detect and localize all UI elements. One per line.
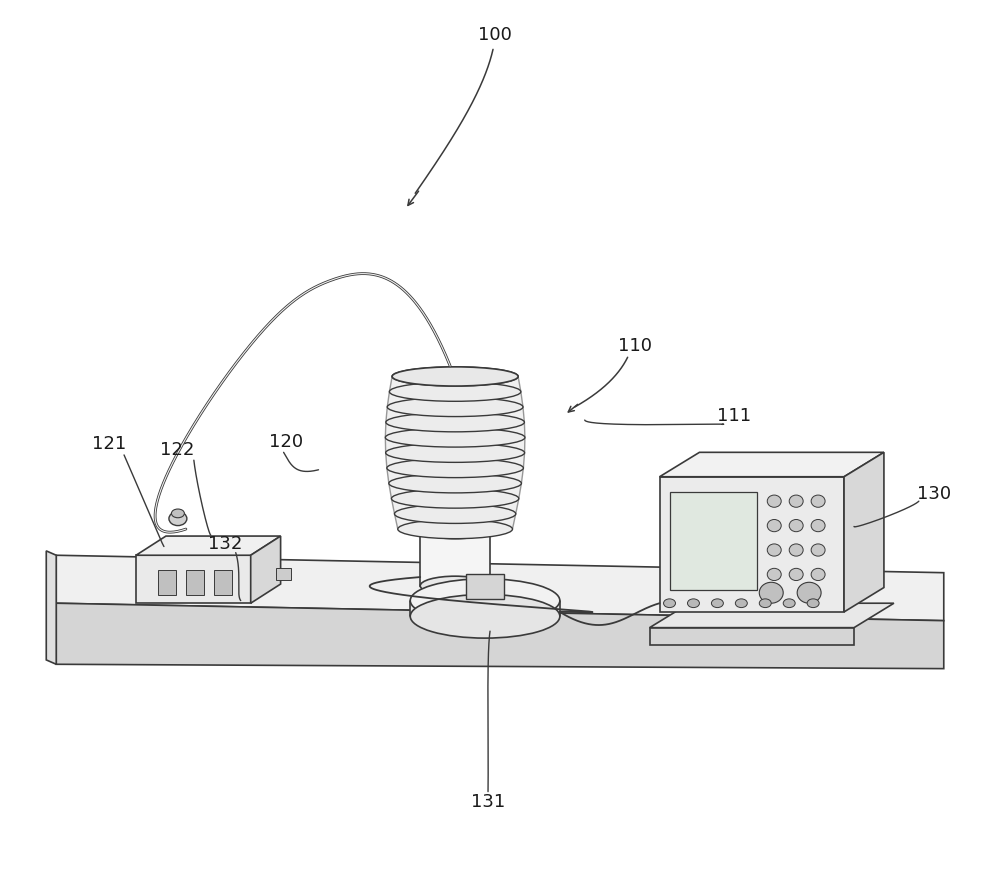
Polygon shape — [386, 407, 524, 423]
Polygon shape — [387, 392, 523, 407]
Polygon shape — [46, 551, 56, 664]
Circle shape — [759, 582, 783, 603]
Ellipse shape — [807, 598, 819, 607]
Circle shape — [789, 495, 803, 507]
Polygon shape — [389, 376, 521, 392]
Ellipse shape — [385, 428, 525, 447]
Polygon shape — [660, 452, 884, 477]
Circle shape — [767, 544, 781, 556]
Polygon shape — [158, 570, 176, 594]
Polygon shape — [394, 514, 516, 529]
Text: 132: 132 — [208, 535, 242, 553]
Text: 122: 122 — [160, 441, 194, 458]
Polygon shape — [391, 499, 519, 514]
Text: 121: 121 — [92, 436, 126, 453]
Polygon shape — [214, 570, 232, 594]
Ellipse shape — [386, 413, 524, 432]
Ellipse shape — [386, 443, 525, 462]
Polygon shape — [650, 603, 894, 627]
Polygon shape — [385, 438, 525, 452]
Polygon shape — [410, 600, 560, 616]
Ellipse shape — [687, 598, 699, 607]
Ellipse shape — [389, 473, 521, 493]
Circle shape — [789, 520, 803, 532]
Polygon shape — [136, 556, 251, 603]
Ellipse shape — [410, 578, 560, 622]
Ellipse shape — [783, 598, 795, 607]
Text: 110: 110 — [618, 337, 652, 355]
Text: 131: 131 — [471, 793, 505, 811]
Polygon shape — [276, 569, 291, 579]
Ellipse shape — [420, 520, 490, 539]
Ellipse shape — [759, 598, 771, 607]
Circle shape — [789, 544, 803, 556]
Polygon shape — [466, 575, 504, 598]
Circle shape — [811, 495, 825, 507]
Polygon shape — [650, 627, 854, 645]
Polygon shape — [420, 529, 490, 585]
Circle shape — [789, 569, 803, 580]
Ellipse shape — [387, 458, 523, 478]
Text: 120: 120 — [269, 433, 303, 451]
Polygon shape — [844, 452, 884, 612]
Polygon shape — [385, 423, 525, 438]
Polygon shape — [389, 483, 521, 499]
Text: 111: 111 — [717, 407, 751, 424]
Text: 130: 130 — [917, 486, 951, 503]
Text: 100: 100 — [478, 25, 512, 44]
Polygon shape — [251, 536, 281, 603]
Polygon shape — [387, 468, 523, 483]
Ellipse shape — [389, 382, 521, 402]
Ellipse shape — [171, 509, 184, 518]
Polygon shape — [186, 570, 204, 594]
Polygon shape — [386, 452, 525, 468]
Ellipse shape — [391, 489, 519, 508]
Polygon shape — [56, 556, 944, 620]
Ellipse shape — [398, 520, 512, 539]
Ellipse shape — [392, 367, 518, 386]
Ellipse shape — [420, 576, 490, 595]
Ellipse shape — [387, 397, 523, 416]
Ellipse shape — [664, 598, 676, 607]
Circle shape — [767, 520, 781, 532]
Ellipse shape — [711, 598, 723, 607]
Ellipse shape — [392, 367, 518, 386]
Ellipse shape — [169, 512, 187, 526]
Ellipse shape — [410, 594, 560, 638]
Circle shape — [811, 544, 825, 556]
Circle shape — [811, 569, 825, 580]
Polygon shape — [660, 477, 844, 612]
Polygon shape — [56, 603, 944, 668]
Polygon shape — [136, 536, 281, 556]
Circle shape — [767, 495, 781, 507]
Circle shape — [811, 520, 825, 532]
Circle shape — [797, 582, 821, 603]
Ellipse shape — [394, 504, 516, 523]
Ellipse shape — [735, 598, 747, 607]
Circle shape — [767, 569, 781, 580]
Polygon shape — [670, 493, 757, 590]
